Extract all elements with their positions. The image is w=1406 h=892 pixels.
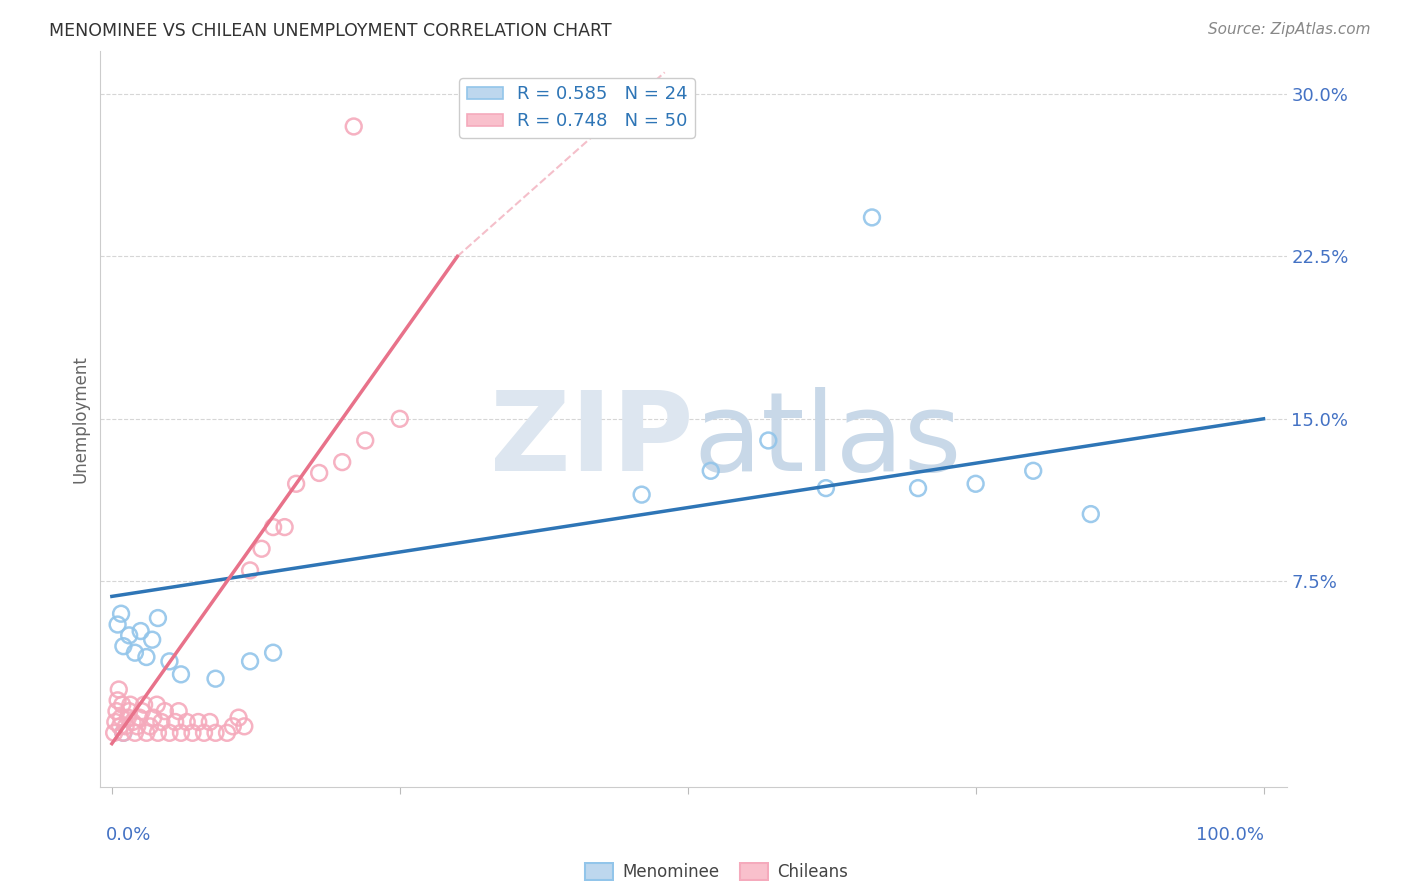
Point	[860, 211, 883, 225]
Legend: R = 0.585   N = 24, R = 0.748   N = 50: R = 0.585 N = 24, R = 0.748 N = 50	[460, 78, 695, 137]
Point	[121, 714, 143, 729]
Point	[112, 639, 135, 653]
Text: 0.0%: 0.0%	[105, 826, 152, 844]
Point	[814, 481, 837, 495]
Point	[228, 711, 250, 725]
Point	[135, 726, 157, 740]
Point	[112, 726, 135, 740]
Point	[187, 714, 209, 729]
Point	[150, 714, 173, 729]
Text: Menominee: Menominee	[623, 863, 720, 881]
Point	[135, 650, 157, 665]
Point	[139, 719, 162, 733]
Text: atlas: atlas	[693, 387, 962, 494]
Point	[107, 693, 129, 707]
Point	[193, 726, 215, 740]
Point	[239, 654, 262, 668]
Text: 100.0%: 100.0%	[1195, 826, 1264, 844]
Point	[112, 726, 135, 740]
Point	[128, 711, 150, 725]
Point	[146, 726, 169, 740]
Point	[308, 466, 330, 480]
Point	[250, 541, 273, 556]
Point	[107, 617, 129, 632]
Point	[111, 698, 134, 712]
Point	[1080, 507, 1102, 521]
Point	[118, 628, 141, 642]
Point	[124, 646, 146, 660]
Point	[127, 719, 149, 733]
Point	[330, 455, 353, 469]
Point	[176, 714, 198, 729]
Point	[630, 487, 652, 501]
Point	[273, 520, 295, 534]
Point	[131, 704, 153, 718]
Point	[262, 646, 284, 660]
Point	[110, 607, 132, 621]
Point	[159, 654, 181, 668]
Point	[198, 714, 221, 729]
Point	[965, 476, 987, 491]
Point	[170, 726, 193, 740]
Text: MENOMINEE VS CHILEAN UNEMPLOYMENT CORRELATION CHART: MENOMINEE VS CHILEAN UNEMPLOYMENT CORREL…	[49, 22, 612, 40]
Point	[756, 434, 779, 448]
Point	[388, 412, 411, 426]
Point	[118, 704, 141, 718]
Point	[146, 698, 169, 712]
Point	[108, 719, 131, 733]
Point	[343, 120, 366, 134]
Point	[159, 726, 181, 740]
Point	[165, 714, 187, 729]
Point	[215, 726, 238, 740]
Point	[107, 682, 129, 697]
Text: Chileans: Chileans	[778, 863, 848, 881]
Point	[141, 632, 163, 647]
Point	[239, 563, 262, 577]
Point	[117, 711, 139, 725]
Y-axis label: Unemployment: Unemployment	[72, 355, 89, 483]
Point	[1022, 464, 1045, 478]
FancyBboxPatch shape	[740, 863, 768, 880]
Point	[129, 624, 152, 638]
Point	[181, 726, 204, 740]
Point	[103, 726, 125, 740]
Point	[114, 719, 136, 733]
Point	[120, 698, 142, 712]
Point	[167, 704, 190, 718]
Point	[700, 464, 723, 478]
FancyBboxPatch shape	[585, 863, 613, 880]
Point	[146, 611, 169, 625]
Point	[204, 726, 226, 740]
Point	[124, 726, 146, 740]
Text: ZIP: ZIP	[491, 387, 693, 494]
Point	[233, 719, 256, 733]
Point	[105, 704, 128, 718]
Point	[153, 704, 176, 718]
Point	[142, 711, 165, 725]
Point	[110, 711, 132, 725]
Point	[907, 481, 929, 495]
Point	[170, 667, 193, 681]
Point	[104, 714, 127, 729]
Point	[285, 476, 308, 491]
Point	[222, 719, 245, 733]
Point	[134, 698, 156, 712]
Point	[262, 520, 284, 534]
Text: Source: ZipAtlas.com: Source: ZipAtlas.com	[1208, 22, 1371, 37]
Point	[204, 672, 226, 686]
Point	[354, 434, 377, 448]
